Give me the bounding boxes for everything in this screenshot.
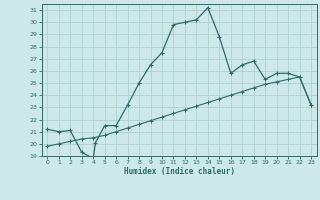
X-axis label: Humidex (Indice chaleur): Humidex (Indice chaleur) xyxy=(124,167,235,176)
